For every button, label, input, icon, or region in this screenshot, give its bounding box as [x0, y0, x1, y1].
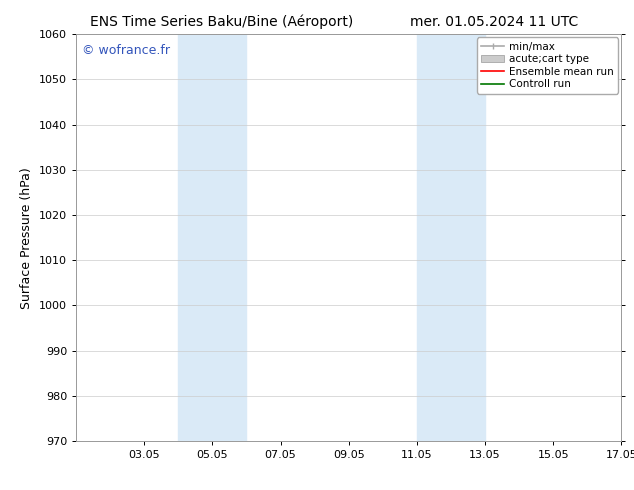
Text: © wofrance.fr: © wofrance.fr: [82, 45, 169, 57]
Text: mer. 01.05.2024 11 UTC: mer. 01.05.2024 11 UTC: [410, 15, 579, 29]
Y-axis label: Surface Pressure (hPa): Surface Pressure (hPa): [20, 167, 34, 309]
Text: ENS Time Series Baku/Bine (Aéroport): ENS Time Series Baku/Bine (Aéroport): [90, 15, 354, 29]
Bar: [417, 34, 485, 441]
Legend: min/max, acute;cart type, Ensemble mean run, Controll run: min/max, acute;cart type, Ensemble mean …: [477, 37, 618, 94]
Bar: [178, 34, 247, 441]
